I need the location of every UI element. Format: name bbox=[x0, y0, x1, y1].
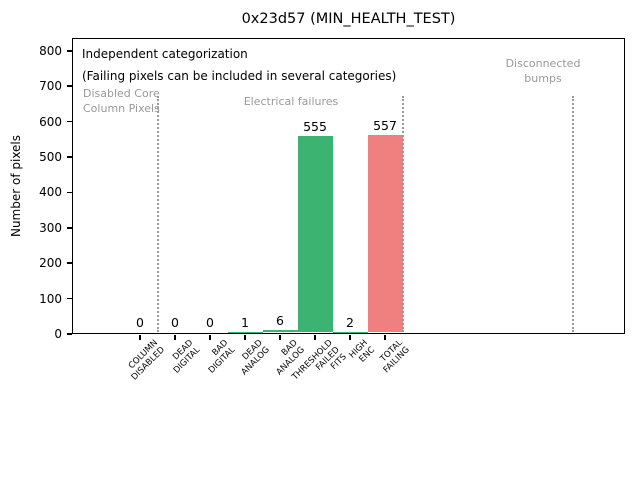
value-label: 1 bbox=[241, 314, 249, 330]
bar-high-enc bbox=[332, 331, 368, 333]
bar-total-failing bbox=[367, 135, 403, 333]
section-separator-line bbox=[401, 96, 404, 332]
y-tick-mark bbox=[66, 156, 72, 158]
y-tick-label: 0 bbox=[54, 327, 62, 341]
chart-title: 0x23d57 (MIN_HEALTH_TEST) bbox=[241, 11, 456, 27]
value-label: 0 bbox=[206, 315, 214, 331]
y-tick-mark bbox=[66, 85, 72, 87]
y-tick-mark bbox=[66, 227, 72, 229]
categorization-subnote: (Failing pixels can be included in sever… bbox=[82, 69, 397, 83]
y-tick-label: 600 bbox=[39, 114, 62, 129]
x-tick-label: TOTAL FAILING bbox=[378, 338, 413, 376]
bar-dead-analog bbox=[227, 331, 263, 333]
x-tick-label: HIGH ENC bbox=[347, 338, 378, 365]
x-tick-label: DEAD DIGITAL bbox=[170, 338, 203, 376]
x-tick-mark bbox=[139, 334, 141, 340]
y-tick-label: 100 bbox=[39, 291, 62, 306]
x-tick-mark bbox=[174, 334, 176, 340]
y-tick-mark bbox=[66, 297, 72, 300]
value-label: 2 bbox=[346, 314, 354, 330]
x-tick-label: BAD DIGITAL bbox=[206, 338, 238, 376]
y-tick-mark bbox=[66, 50, 72, 52]
y-tick-label: 800 bbox=[39, 43, 62, 58]
y-tick-mark bbox=[66, 120, 72, 123]
section-label-electrical-failures: Electrical failures bbox=[243, 95, 339, 108]
y-tick-label: 300 bbox=[39, 220, 62, 235]
x-tick-label: DEAD ANALOG bbox=[239, 338, 273, 378]
y-tick-label: 200 bbox=[39, 256, 62, 271]
y-tick-mark bbox=[66, 262, 72, 264]
value-label: 555 bbox=[303, 118, 327, 134]
value-label: 0 bbox=[171, 315, 179, 331]
section-label-disconnected-bumps: Disconnected bumps bbox=[505, 57, 581, 85]
section-label-disabled-core-column-pixels: Disabled Core Column Pixels bbox=[83, 87, 160, 115]
section-separator-line bbox=[572, 96, 574, 332]
y-tick-label: 500 bbox=[39, 150, 62, 164]
section-separator-line bbox=[156, 96, 159, 332]
value-label: 557 bbox=[373, 118, 397, 134]
plot-area bbox=[72, 38, 625, 334]
x-tick-mark bbox=[209, 334, 211, 340]
x-tick-mark bbox=[279, 334, 281, 340]
value-label: 0 bbox=[136, 315, 144, 331]
bar-threshold-failed-fits bbox=[297, 135, 333, 333]
bar-bad-analog bbox=[262, 330, 298, 333]
x-tick-mark bbox=[384, 334, 386, 340]
independent-categorization-note: Independent categorization bbox=[82, 47, 248, 61]
x-tick-mark bbox=[349, 334, 351, 340]
y-tick-label: 700 bbox=[39, 79, 62, 94]
y-tick-mark bbox=[66, 191, 72, 194]
y-tick-mark bbox=[66, 333, 72, 335]
x-tick-label: COLUMN DISABLED bbox=[126, 338, 168, 383]
x-tick-mark bbox=[314, 334, 316, 340]
x-tick-mark bbox=[244, 334, 246, 340]
y-tick-label: 400 bbox=[39, 185, 62, 200]
value-label: 6 bbox=[276, 313, 284, 329]
